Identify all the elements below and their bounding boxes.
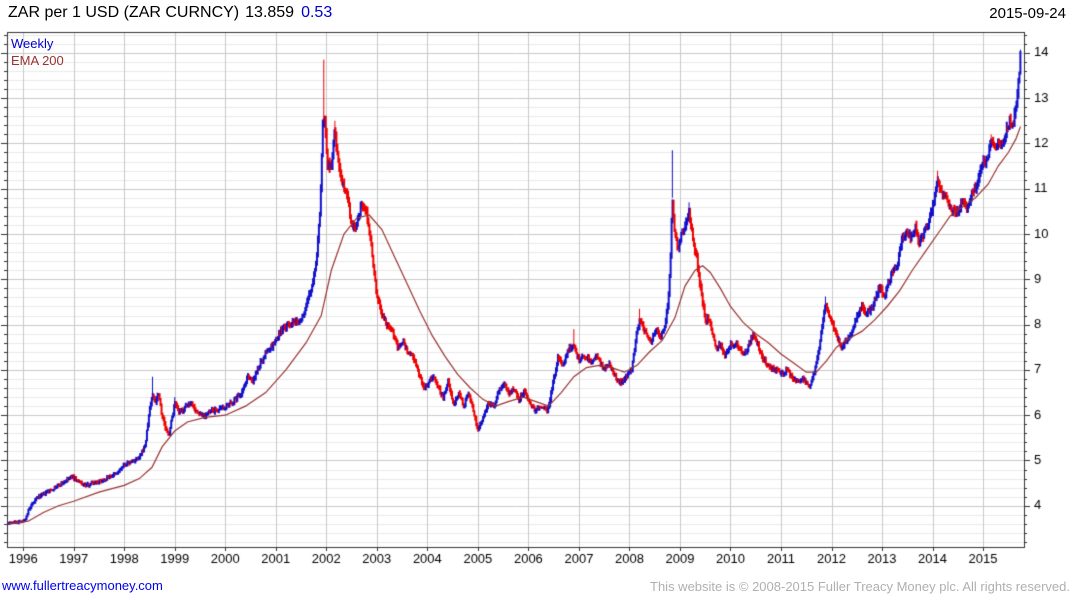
chart-legend: Weekly EMA 200 bbox=[11, 35, 64, 69]
legend-weekly-label: Weekly bbox=[11, 36, 54, 51]
copyright-text: This website is © 2008-2015 Fuller Treac… bbox=[650, 579, 1070, 594]
last-price: 13.859 bbox=[245, 4, 295, 21]
price-change: 0.53 bbox=[301, 4, 333, 21]
instrument-name: ZAR per 1 USD (ZAR CURNCY) bbox=[8, 4, 240, 21]
date-label: 2015-09-24 bbox=[989, 5, 1066, 22]
website-link[interactable]: www.fullertreacymoney.com bbox=[2, 578, 163, 593]
page-title: ZAR per 1 USD (ZAR CURNCY) 13.859 0.53 bbox=[8, 4, 332, 22]
legend-ema-label: EMA 200 bbox=[11, 53, 64, 68]
